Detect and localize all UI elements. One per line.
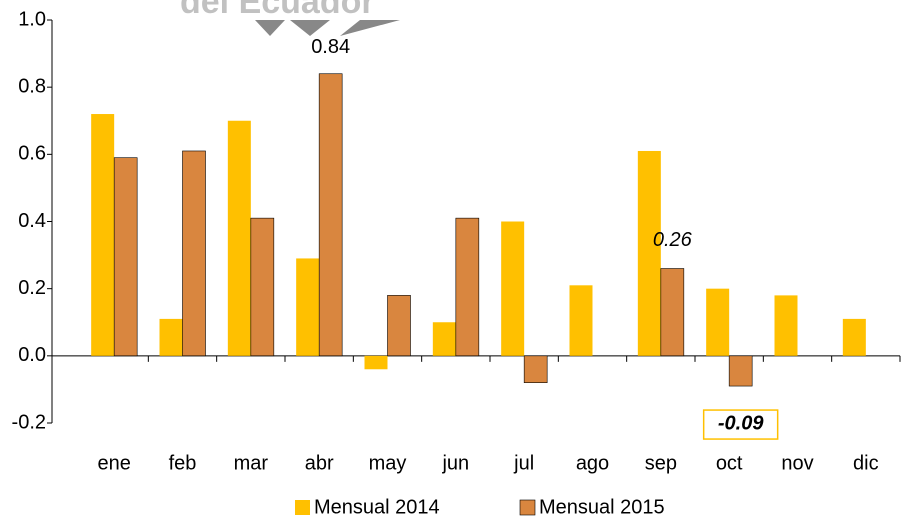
- x-tick-label: ago: [576, 452, 609, 474]
- label-box: [702, 409, 779, 440]
- bar: [523, 355, 548, 384]
- bar: [455, 217, 480, 357]
- x-tick-label: mar: [234, 452, 269, 474]
- y-tick-label: 0.8: [18, 75, 46, 97]
- y-tick-label: 0.2: [18, 277, 46, 299]
- x-tick-label: oct: [716, 452, 743, 474]
- bar: [364, 355, 388, 370]
- bar: [159, 318, 183, 356]
- data-label: 0.84: [311, 36, 350, 58]
- bar: [660, 268, 685, 357]
- bar: [501, 221, 525, 356]
- legend-label: Mensual 2015: [539, 496, 665, 518]
- bar: [842, 318, 866, 356]
- bar: [182, 150, 206, 357]
- legend-label: Mensual 2014: [314, 496, 440, 518]
- x-tick-label: nov: [781, 452, 813, 474]
- bar: [318, 73, 343, 357]
- data-label: 0.26: [653, 229, 693, 251]
- y-tick-label: 0.0: [18, 344, 46, 366]
- x-tick-label: abr: [305, 452, 334, 474]
- bar: [296, 258, 320, 356]
- data-label: -0.09: [718, 412, 764, 434]
- y-tick-label: 0.6: [18, 143, 46, 165]
- y-tick-label: 0.4: [18, 210, 46, 232]
- bar: [113, 157, 138, 357]
- x-tick-label: dic: [853, 452, 879, 474]
- logo-text: del Ecuador: [180, 0, 375, 21]
- bar: [706, 288, 730, 356]
- x-tick-label: jun: [441, 452, 469, 474]
- bar: [250, 217, 275, 357]
- bar: [637, 150, 661, 356]
- legend-swatch: [295, 500, 310, 515]
- x-tick-label: may: [369, 452, 407, 474]
- bar: [432, 322, 456, 356]
- x-tick-label: jul: [513, 452, 534, 474]
- x-tick-label: feb: [169, 452, 197, 474]
- x-tick-label: ene: [97, 452, 130, 474]
- bar: [569, 285, 593, 356]
- bar: [91, 114, 115, 356]
- y-tick-label: 1.0: [18, 8, 46, 30]
- legend-swatch: [519, 499, 536, 516]
- bar: [227, 120, 251, 356]
- logo-shape: [255, 20, 400, 36]
- x-tick-label: sep: [645, 452, 677, 474]
- bar: [728, 355, 753, 387]
- y-tick-label: -0.2: [12, 411, 46, 433]
- bar: [774, 295, 798, 356]
- bar: [387, 295, 411, 357]
